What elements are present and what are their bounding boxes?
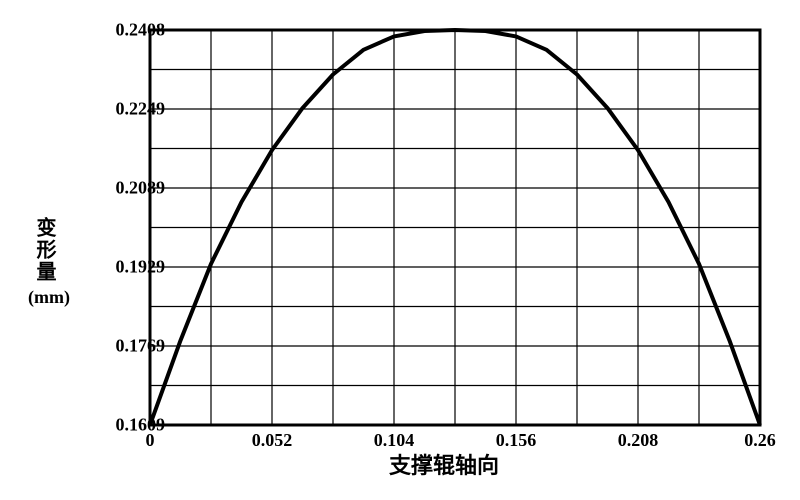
- plot-area: [150, 30, 760, 425]
- x-tick-label: 0.26: [744, 430, 776, 451]
- x-axis-label: 支撑辊轴向: [389, 448, 499, 480]
- y-tick-label: 0.1609: [95, 415, 165, 436]
- y-axis-unit: (mm): [28, 287, 70, 308]
- chart-svg: [150, 30, 760, 425]
- y-tick-label: 0.2249: [95, 98, 165, 119]
- y-tick-label: 0.1769: [95, 335, 165, 356]
- y-tick-label: 0.2089: [95, 177, 165, 198]
- x-tick-label: 0.156: [496, 430, 537, 451]
- y-axis-label: 变形量: [30, 217, 59, 283]
- x-tick-label: 0.052: [252, 430, 293, 451]
- y-tick-label: 0.1929: [95, 256, 165, 277]
- x-tick-label: 0.208: [618, 430, 659, 451]
- chart-container: 变形量 (mm) 支撑辊轴向 0.1609 0.1769 0.1929 0.2089 0…: [20, 20, 780, 480]
- x-tick-label: 0.104: [374, 430, 415, 451]
- x-tick-label: 0: [146, 430, 155, 451]
- y-tick-label: 0.2408: [95, 20, 165, 41]
